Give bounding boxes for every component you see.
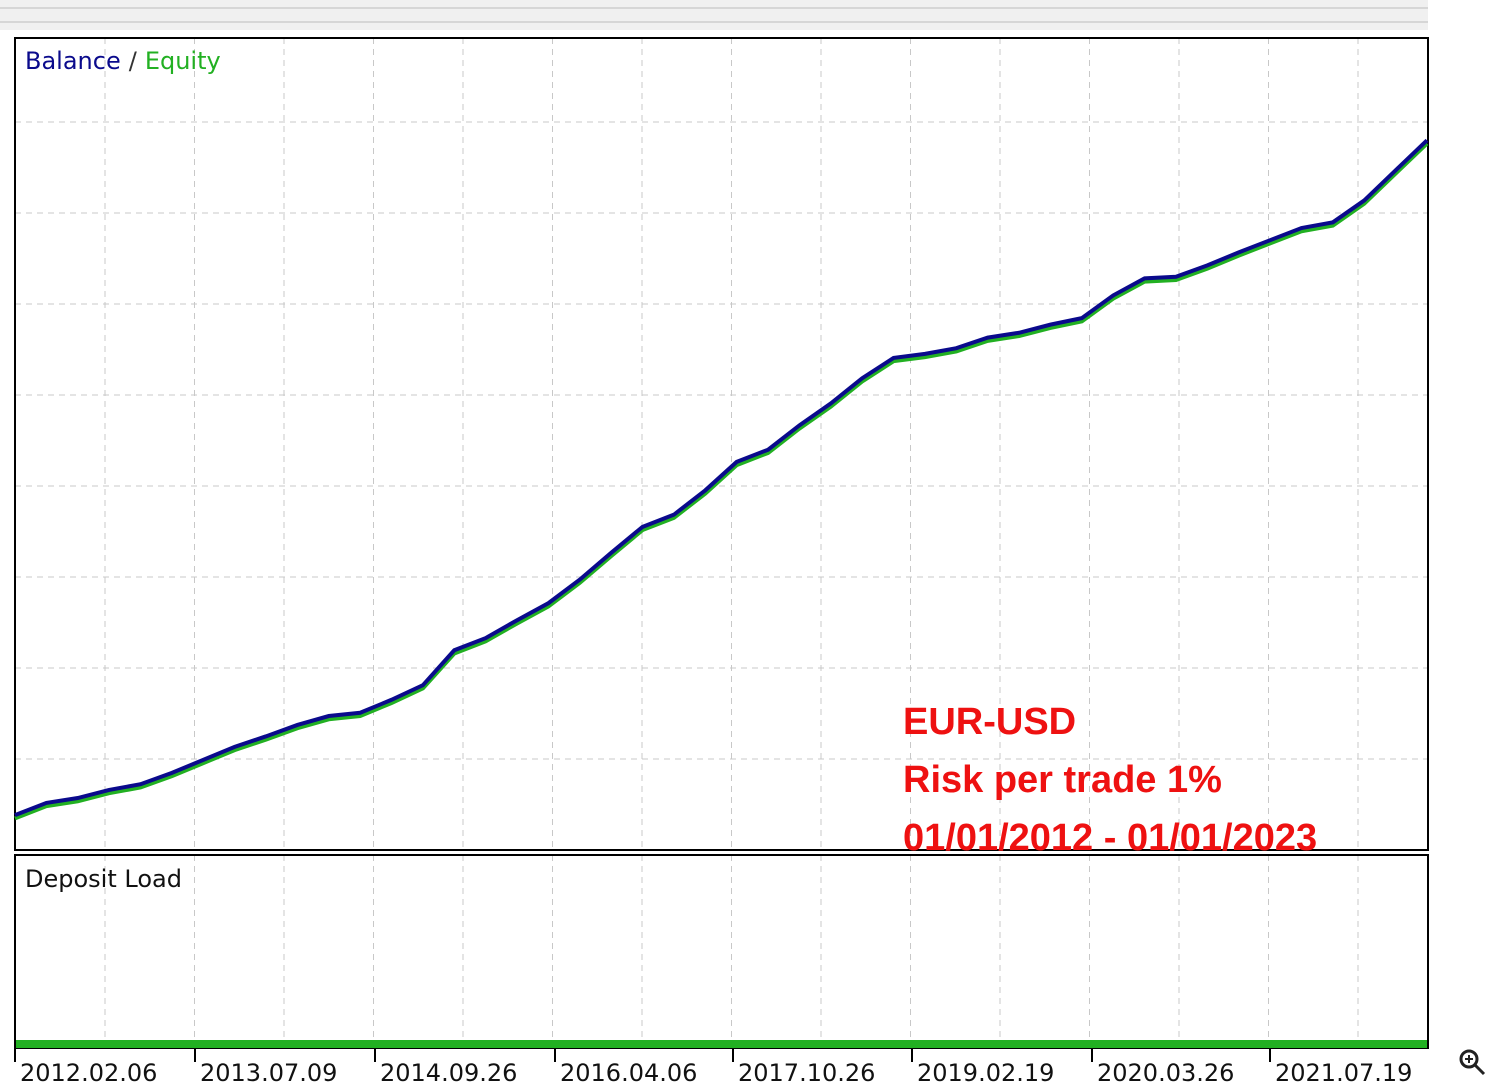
lower-panel-title: Deposit Load	[25, 865, 182, 893]
legend-equity: Equity	[145, 47, 221, 75]
x-tick-label: 2014.09.26	[380, 1059, 517, 1087]
x-tick-label: 2012.02.06	[20, 1059, 157, 1087]
legend-separator: /	[129, 47, 138, 75]
x-tick-label: 2020.03.26	[1097, 1059, 1234, 1087]
deposit-load-strip	[16, 1040, 1427, 1048]
x-tick-label: 2019.02.19	[917, 1059, 1054, 1087]
legend: Balance / Equity	[25, 47, 221, 75]
toolbar	[0, 0, 1428, 30]
x-tick-label: 2016.04.06	[560, 1059, 697, 1087]
annotation: 01/01/2012 - 01/01/2023	[903, 817, 1317, 859]
x-tick-label: 2021.07.19	[1275, 1059, 1412, 1087]
grid	[15, 38, 1428, 1048]
series-line	[14, 138, 1429, 817]
chart-area	[0, 30, 1428, 1090]
x-tick-label: 2017.10.26	[738, 1059, 875, 1087]
legend-balance: Balance	[25, 47, 121, 75]
annotation: Risk per trade 1%	[903, 759, 1222, 801]
annotation: EUR-USD	[903, 701, 1076, 743]
zoom-icon[interactable]	[1459, 1049, 1486, 1076]
x-axis: 2012.02.06 2013.07.09 2014.09.26 2016.04.06…	[14, 1048, 1412, 1087]
main-panel-frame	[14, 37, 1429, 851]
series-line	[14, 142, 1429, 821]
lines	[14, 138, 1429, 821]
x-tick-label: 2013.07.09	[200, 1059, 337, 1087]
